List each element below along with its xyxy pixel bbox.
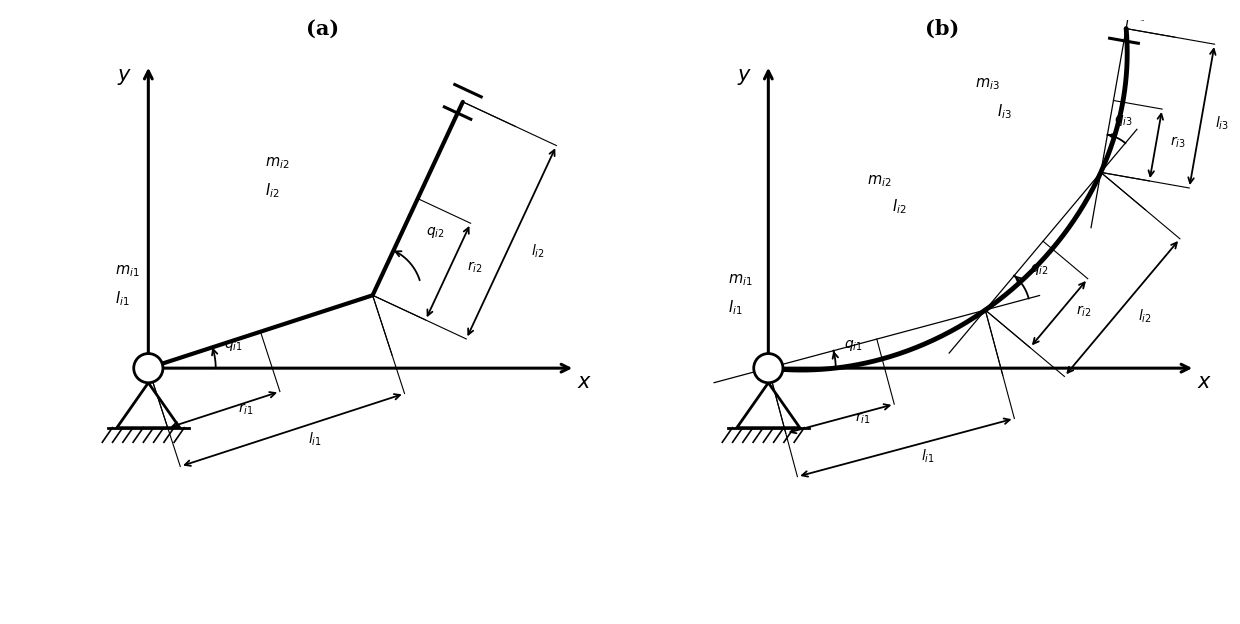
- Title: (a): (a): [306, 19, 339, 39]
- Text: $y$: $y$: [737, 67, 751, 87]
- Text: $q_{i2}$: $q_{i2}$: [1030, 262, 1049, 277]
- Text: $l_{i2}$: $l_{i2}$: [532, 243, 546, 260]
- Text: $m_{i2}$: $m_{i2}$: [867, 173, 892, 188]
- Text: $I_{i1}$: $I_{i1}$: [728, 298, 743, 317]
- Text: $l_{i1}$: $l_{i1}$: [308, 431, 321, 447]
- Title: (b): (b): [925, 19, 960, 39]
- Text: $q_{i2}$: $q_{i2}$: [427, 225, 445, 240]
- Text: $l_{i3}$: $l_{i3}$: [1215, 114, 1229, 132]
- Text: $r_{i1}$: $r_{i1}$: [238, 402, 254, 417]
- Text: $r_{i1}$: $r_{i1}$: [854, 411, 870, 426]
- Text: $I_{i3}$: $I_{i3}$: [997, 102, 1012, 121]
- Text: $m_{i3}$: $m_{i3}$: [975, 76, 999, 92]
- Text: $x$: $x$: [578, 373, 593, 392]
- Text: $r_{i2}$: $r_{i2}$: [467, 260, 482, 275]
- Text: $x$: $x$: [1198, 373, 1213, 392]
- Circle shape: [134, 354, 162, 383]
- Text: $m_{i1}$: $m_{i1}$: [114, 263, 139, 278]
- Text: $m_{i2}$: $m_{i2}$: [265, 155, 290, 171]
- Text: $q_{i3}$: $q_{i3}$: [1114, 113, 1132, 128]
- Text: $q_{i1}$: $q_{i1}$: [844, 338, 863, 353]
- Text: $q_{i1}$: $q_{i1}$: [224, 338, 243, 353]
- Text: $I_{i2}$: $I_{i2}$: [265, 181, 280, 200]
- Text: $r_{i3}$: $r_{i3}$: [1171, 135, 1187, 150]
- Text: $r_{i2}$: $r_{i2}$: [1076, 303, 1091, 319]
- Text: $I_{i2}$: $I_{i2}$: [892, 197, 906, 216]
- Text: $I_{i1}$: $I_{i1}$: [114, 289, 129, 308]
- Circle shape: [754, 354, 782, 383]
- Text: $l_{i2}$: $l_{i2}$: [1138, 308, 1152, 325]
- Text: $y$: $y$: [117, 67, 131, 87]
- Text: $m_{i1}$: $m_{i1}$: [728, 272, 753, 288]
- Text: $l_{i1}$: $l_{i1}$: [921, 448, 935, 466]
